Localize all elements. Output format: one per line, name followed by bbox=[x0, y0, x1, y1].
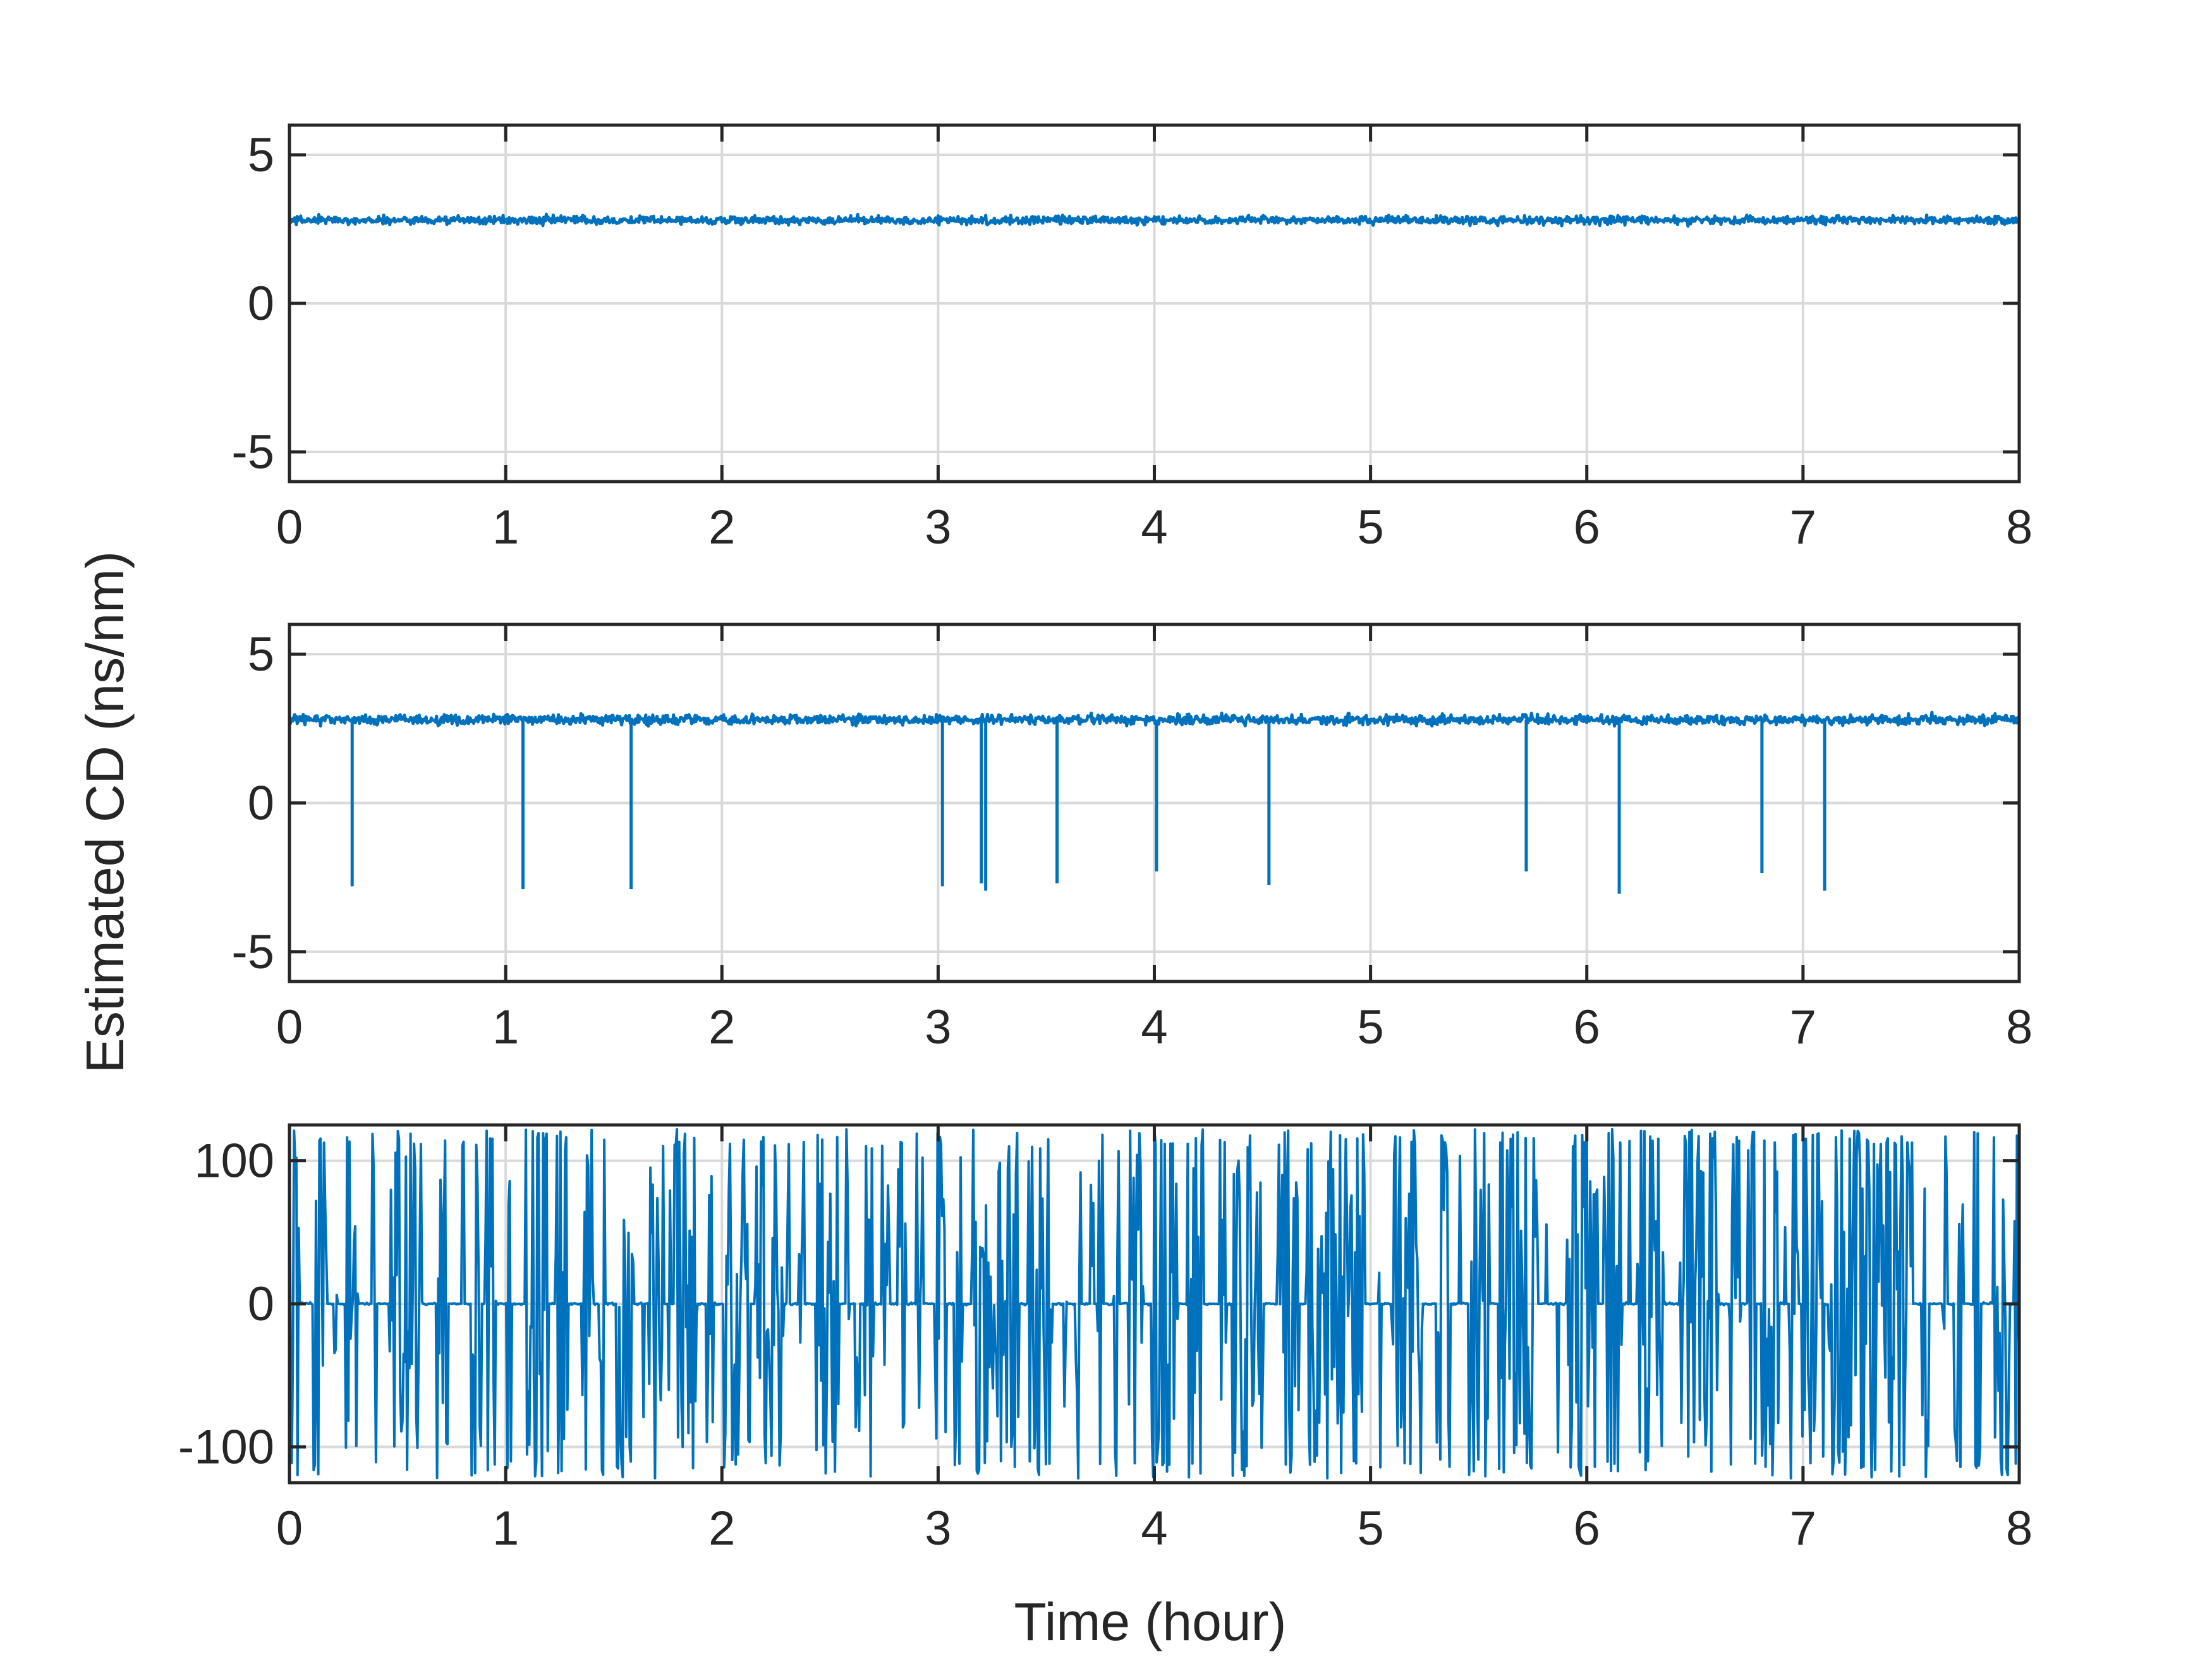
y-tick-label: 0 bbox=[248, 1277, 274, 1331]
y-tick-label: 5 bbox=[248, 628, 274, 681]
x-tick-label: 5 bbox=[1357, 1000, 1383, 1054]
y-tick-label: 100 bbox=[194, 1134, 274, 1188]
y-tick-label: -5 bbox=[231, 925, 274, 979]
y-tick-label: -100 bbox=[178, 1420, 274, 1474]
x-tick-label: 2 bbox=[708, 1502, 735, 1555]
x-tick-label: 6 bbox=[1574, 1000, 1600, 1054]
x-tick-label: 3 bbox=[925, 1502, 951, 1555]
x-tick-label: 3 bbox=[925, 1000, 951, 1054]
x-tick-label: 6 bbox=[1574, 1502, 1600, 1555]
y-tick-label: 5 bbox=[248, 128, 274, 182]
x-axis-label: Time (hour) bbox=[1014, 1592, 1287, 1651]
x-tick-label: 3 bbox=[925, 501, 951, 554]
x-tick-label: 1 bbox=[492, 501, 519, 554]
subplot-2: 0 1 2 3 4 5 6 7 8-505 bbox=[231, 623, 2033, 1054]
y-axis-label: Estimated CD (ns/nm) bbox=[75, 551, 135, 1073]
x-tick-label: 8 bbox=[2006, 501, 2033, 554]
x-tick-label: 7 bbox=[1790, 1000, 1816, 1054]
x-tick-label: 0 bbox=[276, 1000, 303, 1054]
x-tick-label: 8 bbox=[2006, 1000, 2033, 1054]
x-tick-label: 7 bbox=[1790, 501, 1816, 554]
x-tick-label: 1 bbox=[492, 1000, 519, 1054]
series-line bbox=[288, 1127, 2021, 1480]
x-tick-label: 1 bbox=[492, 1502, 519, 1555]
x-tick-label: 8 bbox=[2006, 1502, 2033, 1555]
x-tick-label: 2 bbox=[708, 1000, 735, 1054]
x-tick-label: 4 bbox=[1141, 1502, 1167, 1555]
x-tick-label: 2 bbox=[708, 501, 735, 554]
x-tick-label: 5 bbox=[1357, 501, 1383, 554]
subplot-1: 0 1 2 3 4 5 6 7 8-505 bbox=[231, 123, 2033, 554]
x-tick-label: 0 bbox=[276, 501, 303, 554]
x-tick-label: 4 bbox=[1141, 501, 1167, 554]
x-tick-label: 7 bbox=[1790, 1502, 1816, 1555]
y-tick-label: -5 bbox=[231, 425, 274, 479]
x-tick-label: 0 bbox=[276, 1502, 303, 1555]
series-line bbox=[288, 212, 2021, 228]
x-tick-label: 6 bbox=[1574, 501, 1600, 554]
series-line bbox=[288, 710, 2021, 728]
x-tick-label: 4 bbox=[1141, 1000, 1167, 1054]
y-tick-label: 0 bbox=[248, 277, 274, 331]
x-tick-label: 5 bbox=[1357, 1502, 1383, 1555]
y-tick-label: 0 bbox=[248, 777, 274, 830]
